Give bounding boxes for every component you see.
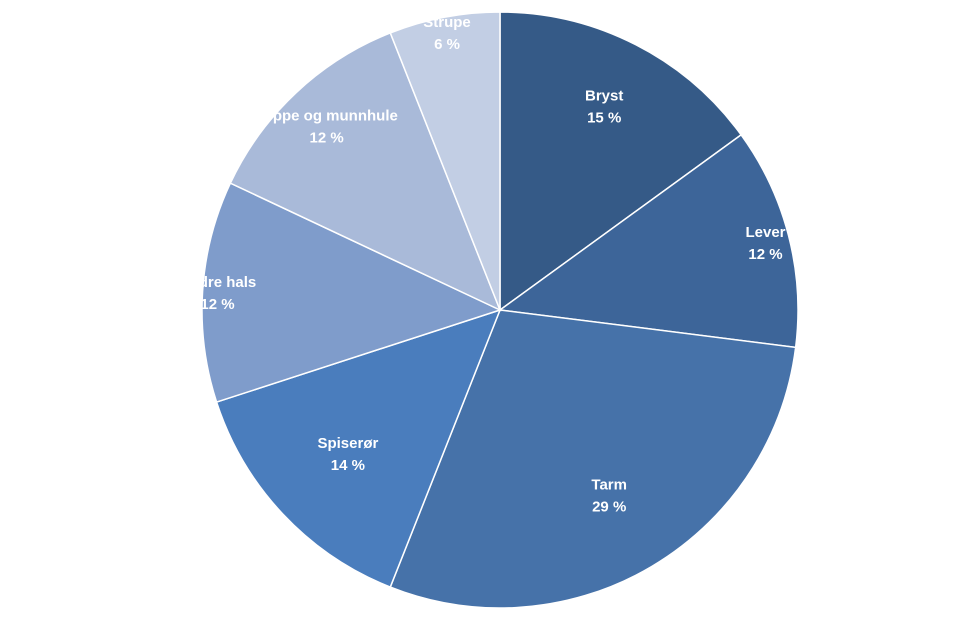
pie-slice-bryst bbox=[499, 11, 743, 312]
pie-slice-strupe bbox=[389, 11, 501, 311]
slice-value-leppe-og-munnhule: 12 % bbox=[309, 129, 343, 146]
slice-label-strupe: Strupe bbox=[423, 14, 471, 31]
slice-label-leppe-og-munnhule: Leppe og munnhule bbox=[255, 107, 398, 124]
slice-value-lever: 12 % bbox=[748, 246, 782, 263]
slice-label-lever: Lever bbox=[745, 224, 785, 241]
pie-slice-tarm bbox=[389, 309, 797, 609]
pie-slice-lever bbox=[498, 133, 799, 349]
pie-slice-andre-hals bbox=[201, 182, 503, 404]
slice-label-spiseror: Spiserør bbox=[317, 435, 378, 452]
slice-value-spiseror: 14 % bbox=[331, 457, 365, 474]
pie-slice-leppe-og-munnhule bbox=[229, 31, 502, 312]
slice-label-tarm: Tarm bbox=[591, 477, 627, 494]
slice-value-andre-hals: 12 % bbox=[200, 296, 234, 313]
slice-value-strupe: 6 % bbox=[434, 36, 460, 53]
slice-label-bryst: Bryst bbox=[585, 88, 623, 105]
slice-label-andre-hals: Andre hals bbox=[179, 274, 257, 291]
slice-value-bryst: 15 % bbox=[587, 110, 621, 127]
slice-value-tarm: 29 % bbox=[592, 499, 626, 516]
